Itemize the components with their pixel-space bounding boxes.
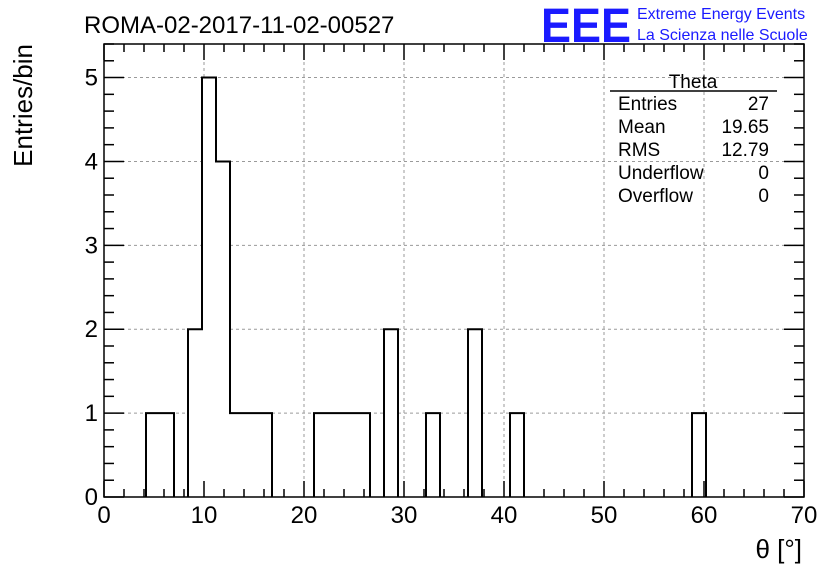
logo-mark: EEE xyxy=(541,0,631,53)
y-tick-label-5: 5 xyxy=(85,65,98,92)
x-tick-labels: 0 10 20 30 40 50 60 70 xyxy=(97,502,817,529)
stats-label-underflow: Underflow xyxy=(618,163,704,184)
x-tick-label-5: 50 xyxy=(591,502,618,529)
stats-value-mean: 19.65 xyxy=(721,117,769,138)
stats-label-mean: Mean xyxy=(618,117,666,138)
histogram-bars xyxy=(145,76,707,498)
stats-title: Theta xyxy=(669,72,718,93)
stats-rows: Entries 27 Mean 19.65 RMS 12.79 Underflow 0 Over… xyxy=(618,94,769,207)
logo-line1: Extreme Energy Events xyxy=(637,6,805,23)
chart-title: ROMA-02-2017-11-02-00527 xyxy=(84,12,394,39)
x-axis-label: θ [°] xyxy=(755,534,802,564)
histogram-bin-14 xyxy=(468,329,482,497)
logo-line2: La Scienza nelle Scuole xyxy=(637,27,808,44)
x-tick-label-7: 70 xyxy=(791,502,818,529)
y-axis-label: Entries/bin xyxy=(8,44,38,167)
y-tick-label-2: 2 xyxy=(85,316,98,343)
stats-label-entries: Entries xyxy=(618,94,677,115)
y-tick-label-1: 1 xyxy=(85,400,98,427)
x-tick-label-4: 40 xyxy=(491,502,518,529)
x-tick-label-6: 60 xyxy=(691,502,718,529)
stats-value-entries: 27 xyxy=(748,94,769,115)
axis-ticks xyxy=(103,43,805,498)
plot-frame xyxy=(103,43,805,498)
stats-label-overflow: Overflow xyxy=(618,186,693,207)
histogram-bin-13 xyxy=(426,413,440,497)
histogram-bin-16 xyxy=(692,413,706,497)
histogram-bin-15 xyxy=(510,413,524,497)
x-tick-label-2: 20 xyxy=(291,502,318,529)
histogram-bin-7 xyxy=(258,413,272,497)
histogram-bin-3 xyxy=(202,77,216,498)
histogram-bin-5 xyxy=(230,413,244,497)
y-tick-label-3: 3 xyxy=(85,232,98,259)
stats-label-rms: RMS xyxy=(618,140,660,161)
histogram-bin-1 xyxy=(160,413,174,497)
x-tick-label-1: 10 xyxy=(191,502,218,529)
histogram-bin-8 xyxy=(314,413,328,497)
eee-logo: EEE Extreme Energy Events La Scienza nel… xyxy=(541,0,808,53)
x-tick-label-0: 0 xyxy=(97,502,110,529)
histogram-bin-9 xyxy=(328,413,342,497)
histogram-bin-0 xyxy=(146,413,160,497)
histogram-outline xyxy=(145,76,707,497)
histogram-bin-12 xyxy=(384,329,398,497)
y-tick-labels: 0 1 2 3 4 5 xyxy=(85,65,98,511)
x-tick-label-3: 30 xyxy=(391,502,418,529)
stats-box: Theta Entries 27 Mean 19.65 RMS 12.79 Underflo… xyxy=(610,72,777,207)
histogram-bin-6 xyxy=(244,413,258,497)
stats-value-rms: 12.79 xyxy=(721,140,769,161)
histogram-bin-4 xyxy=(216,161,230,497)
histogram-bin-11 xyxy=(356,413,370,497)
histogram-bin-10 xyxy=(342,413,356,497)
y-tick-label-4: 4 xyxy=(85,148,98,175)
stats-value-overflow: 0 xyxy=(758,186,769,207)
stats-value-underflow: 0 xyxy=(758,163,769,184)
histogram-bin-2 xyxy=(188,329,202,497)
y-tick-label-0: 0 xyxy=(85,484,98,511)
